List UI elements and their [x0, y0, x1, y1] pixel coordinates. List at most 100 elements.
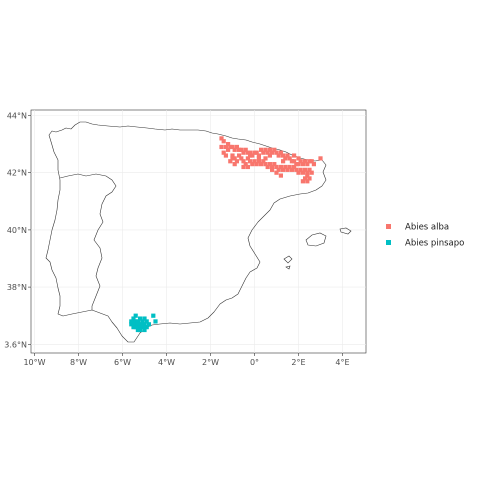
point-1-4	[135, 325, 140, 330]
point-0-60	[256, 159, 261, 164]
point-0-80	[300, 170, 305, 175]
point-0-56	[248, 159, 253, 164]
point-0-15	[250, 153, 255, 158]
point-0-3	[223, 144, 228, 150]
point-1-8	[144, 319, 149, 324]
point-0-79	[298, 167, 303, 172]
point-0-11	[241, 150, 246, 155]
point-0-42	[309, 159, 314, 164]
x-tick-label-7: 4°E	[335, 358, 349, 367]
y-tick-label-0: 3.6°N	[4, 340, 27, 349]
point-0-75	[289, 167, 294, 172]
point-0-54	[243, 162, 248, 167]
point-0-59	[254, 162, 259, 167]
point-0-5	[228, 144, 233, 150]
point-1-6	[140, 319, 145, 324]
x-tick-label-3: 4°W	[158, 358, 175, 367]
point-0-26	[274, 150, 279, 155]
point-1-9	[151, 313, 156, 318]
point-0-95	[230, 156, 235, 161]
point-1-17	[144, 325, 149, 330]
x-tick-label-5: 0°	[250, 358, 259, 367]
point-1-0	[129, 322, 134, 327]
point-0-91	[278, 173, 283, 178]
point-0-47	[223, 153, 228, 158]
point-0-39	[303, 159, 308, 164]
point-1-13	[138, 316, 143, 321]
point-1-15	[135, 327, 140, 333]
point-0-94	[245, 164, 250, 170]
point-0-69	[276, 167, 281, 172]
point-0-34	[292, 159, 297, 164]
point-0-21	[263, 147, 268, 152]
point-1-29	[142, 327, 147, 333]
point-0-22	[265, 150, 270, 155]
point-0-74	[287, 164, 292, 170]
point-1-2	[133, 322, 138, 327]
point-1-18	[129, 319, 134, 324]
mallorca-outline	[305, 232, 327, 247]
point-0-44	[318, 156, 323, 161]
point-1-24	[140, 322, 145, 327]
point-0-73	[285, 167, 290, 172]
point-0-65	[267, 162, 272, 167]
portugal-border	[59, 173, 117, 310]
point-0-14	[248, 150, 253, 155]
x-tick-label-0: 10°W	[23, 358, 45, 367]
point-0-86	[303, 176, 308, 181]
point-0-77	[294, 167, 299, 172]
point-1-14	[142, 316, 147, 321]
point-0-16	[252, 150, 257, 155]
point-0-100	[281, 159, 286, 164]
point-1-25	[146, 322, 151, 327]
point-0-96	[228, 159, 233, 164]
point-0-84	[309, 170, 314, 175]
point-0-85	[305, 173, 310, 178]
point-0-81	[303, 167, 308, 172]
point-0-33	[289, 159, 294, 164]
point-0-45	[221, 150, 226, 155]
point-1-10	[153, 319, 158, 324]
point-0-27	[276, 153, 281, 158]
point-1-19	[133, 319, 138, 324]
point-0-43	[311, 162, 316, 167]
series-abies-pinsapo-points	[129, 313, 158, 333]
point-0-78	[296, 170, 301, 175]
point-0-76	[292, 164, 297, 170]
y-tick-label-3: 42°N	[7, 169, 27, 178]
gridlines	[31, 110, 366, 353]
point-0-103	[248, 153, 253, 158]
x-tick-label-6: 2°E	[291, 358, 305, 367]
point-1-27	[138, 327, 143, 333]
series-abies-alba-points	[219, 136, 323, 184]
point-1-21	[138, 325, 143, 330]
point-1-22	[142, 325, 147, 330]
legend-label-1: Abies pinsapo	[405, 239, 464, 249]
map-panel	[30, 109, 367, 354]
point-0-101	[267, 153, 272, 158]
point-0-36	[296, 162, 301, 167]
point-0-9	[237, 147, 242, 152]
point-1-20	[135, 322, 140, 327]
point-0-83	[307, 167, 312, 172]
occurrence-points	[129, 136, 323, 333]
formentera-outline	[285, 265, 291, 270]
point-0-67	[272, 162, 277, 167]
point-0-31	[285, 153, 290, 158]
point-0-32	[287, 156, 292, 161]
point-0-8	[234, 144, 239, 150]
point-0-12	[243, 147, 248, 152]
point-0-62	[261, 159, 266, 164]
y-tick-label-1: 38°N	[7, 283, 27, 292]
point-0-57	[250, 162, 255, 167]
point-0-41	[307, 159, 312, 164]
point-1-26	[131, 322, 136, 327]
point-0-102	[237, 153, 242, 158]
point-0-24	[270, 150, 275, 155]
point-0-25	[272, 147, 277, 152]
point-1-3	[131, 325, 136, 330]
point-0-50	[234, 159, 239, 164]
point-0-20	[261, 150, 266, 155]
point-0-92	[270, 167, 275, 172]
y-tick-label-4: 44°N	[7, 112, 27, 121]
